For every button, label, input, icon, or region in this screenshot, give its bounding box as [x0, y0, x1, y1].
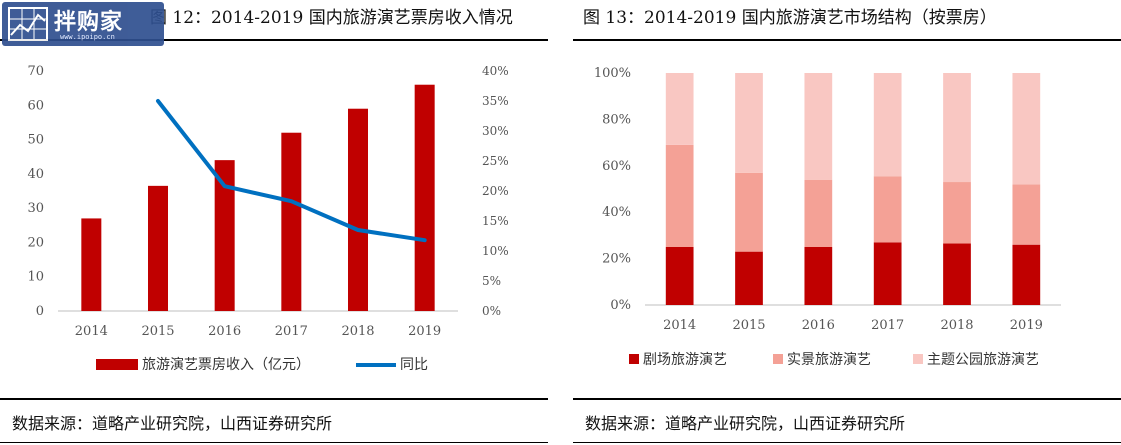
legend-label: 实景旅游演艺 — [787, 352, 871, 368]
bar — [348, 108, 368, 311]
y-tick-label: 60% — [602, 159, 631, 174]
stacked-bar-segment — [804, 247, 833, 305]
top-rule — [0, 39, 548, 41]
y-right-tick-label: 15% — [482, 214, 509, 228]
chart-grid-icon — [8, 7, 48, 41]
x-tick-label: 2018 — [940, 318, 973, 333]
x-tick-label: 2017 — [275, 324, 308, 339]
y-left-tick-label: 10 — [27, 270, 44, 285]
mid-rule — [0, 398, 548, 400]
figure-13: 图 13：2014-2019 国内旅游演艺市场结构（按票房） 0% 20% 40% 6… — [573, 0, 1121, 445]
y-tick-label: 40% — [602, 205, 631, 220]
mid-rule — [573, 398, 1121, 400]
watermark-url: www.ipoipo.cn — [60, 33, 115, 41]
y-right-tick-label: 0% — [482, 304, 501, 318]
market-structure-chart: 0% 20% 40% 60% 80% 100% 2014 2015 2016 2017 2018 20… — [594, 66, 1061, 368]
y-right-tick-label: 10% — [482, 244, 509, 258]
y-tick-label: 20% — [602, 252, 631, 267]
x-tick-label: 2019 — [1010, 318, 1043, 333]
x-tick-label: 2017 — [871, 318, 904, 333]
legend-swatch — [773, 354, 783, 364]
stacked-bar-segment — [1012, 244, 1041, 305]
stacked-bar-segment — [943, 243, 971, 305]
stacked-bar-segment — [873, 242, 902, 305]
y-right-tick-label: 20% — [482, 184, 509, 198]
y-right-tick-label: 30% — [482, 124, 509, 138]
stacked-bar-segment — [735, 73, 763, 173]
x-tick-label: 2015 — [141, 324, 174, 339]
bottom-rule — [0, 442, 548, 443]
stacked-bar-segment — [873, 73, 902, 177]
y-left-tick-label: 50 — [27, 133, 44, 148]
legend-label: 主题公园旅游演艺 — [927, 352, 1039, 368]
stacked-bar-segment — [665, 247, 694, 305]
watermark-text: 拌购家 — [54, 10, 124, 35]
x-tick-label: 2016 — [802, 318, 835, 333]
bar — [281, 132, 302, 311]
stacked-bar-segment — [804, 179, 833, 247]
stacked-bar-segment — [873, 176, 902, 243]
legend-label-yoy: 同比 — [400, 357, 428, 373]
watermark-logo: 拌购家 www.ipoipo.cn — [2, 2, 164, 46]
stacked-bar-segment — [943, 73, 971, 183]
legend-swatch-revenue — [96, 359, 138, 370]
stacked-bar-segment — [735, 172, 763, 252]
stacked-bar-segment — [665, 73, 694, 145]
legend-label: 剧场旅游演艺 — [643, 352, 727, 368]
y-left-tick-label: 20 — [27, 235, 44, 250]
y-right-tick-label: 35% — [482, 94, 509, 108]
y-left-tick-label: 70 — [27, 64, 44, 79]
bar — [148, 185, 168, 311]
y-right-tick-label: 40% — [482, 64, 509, 78]
legend-swatch — [629, 354, 639, 364]
x-tick-label: 2015 — [732, 318, 765, 333]
stacked-bar-segment — [804, 73, 833, 180]
bar — [81, 218, 102, 311]
figure-title: 图 13：2014-2019 国内旅游演艺市场结构（按票房） — [583, 8, 997, 28]
top-rule — [573, 39, 1121, 41]
bar — [214, 160, 235, 311]
x-tick-label: 2014 — [663, 318, 696, 333]
figure-title: 图 12：2014-2019 国内旅游演艺票房收入情况 — [150, 8, 513, 28]
stacked-bar-segment — [943, 182, 971, 244]
figure-source: 数据来源：道略产业研究院，山西证券研究所 — [585, 414, 906, 433]
bottom-rule — [573, 442, 1121, 443]
y-left-tick-label: 0 — [36, 304, 44, 319]
y-tick-label: 80% — [602, 112, 631, 127]
x-tick-label: 2018 — [341, 324, 374, 339]
stacked-bar-segment — [1012, 73, 1041, 185]
y-tick-label: 100% — [594, 66, 631, 81]
y-tick-label: 0% — [610, 298, 631, 313]
y-right-tick-label: 5% — [482, 274, 501, 288]
y-left-tick-label: 40 — [27, 167, 44, 182]
y-left-tick-label: 30 — [27, 201, 44, 216]
stacked-bar-segment — [665, 144, 694, 247]
x-tick-label: 2014 — [75, 324, 108, 339]
legend-label-revenue: 旅游演艺票房收入（亿元） — [142, 357, 310, 373]
figure-12: 图 12：2014-2019 国内旅游演艺票房收入情况 0 10 20 30 40 50 6… — [0, 0, 548, 445]
y-left-tick-label: 60 — [27, 98, 44, 113]
x-tick-label: 2016 — [208, 324, 241, 339]
legend-swatch — [913, 354, 923, 364]
revenue-chart: 0 10 20 30 40 50 60 70 0% 5% 10% 15% 20% 25% 30% 35% 40%… — [27, 64, 509, 373]
series-line-yoy — [156, 99, 427, 243]
stacked-bar-segment — [1012, 184, 1041, 245]
y-right-tick-label: 25% — [482, 154, 509, 168]
x-tick-label: 2019 — [408, 324, 441, 339]
figure-source: 数据来源：道略产业研究院，山西证券研究所 — [12, 414, 333, 433]
stacked-bar-segment — [735, 251, 763, 305]
bar — [414, 84, 435, 311]
